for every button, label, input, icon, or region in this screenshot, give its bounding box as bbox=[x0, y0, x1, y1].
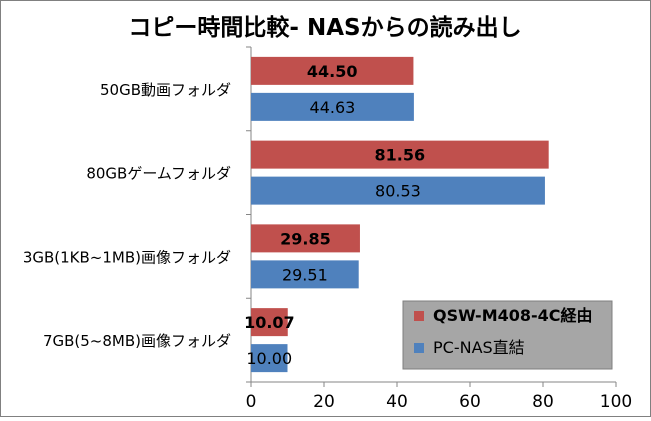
data-label: 80.53 bbox=[375, 182, 421, 201]
bar-qsw bbox=[251, 140, 549, 169]
bar-qsw bbox=[251, 56, 414, 85]
legend-label: QSW-M408-4C経由 bbox=[433, 306, 593, 325]
data-label: 44.50 bbox=[307, 62, 358, 81]
data-label: 29.51 bbox=[282, 265, 328, 284]
bar-qsw bbox=[251, 308, 288, 337]
x-tick-label: 100 bbox=[600, 392, 632, 412]
category-label: 80GBゲームフォルダ bbox=[86, 165, 231, 183]
legend-label: PC-NAS直結 bbox=[433, 338, 525, 357]
legend-swatch bbox=[414, 343, 424, 353]
x-tick-label: 40 bbox=[386, 392, 408, 412]
data-label: 29.85 bbox=[280, 229, 331, 248]
legend-box bbox=[402, 300, 613, 370]
bar-qsw bbox=[251, 224, 360, 253]
data-label: 10.07 bbox=[244, 313, 295, 332]
category-label: 7GB(5~8MB)画像フォルダ bbox=[43, 332, 231, 350]
x-tick-label: 0 bbox=[246, 392, 257, 412]
legend: QSW-M408-4C経由 PC-NAS直結 bbox=[402, 300, 613, 370]
x-tick-label: 60 bbox=[459, 392, 481, 412]
bar-pc-nas bbox=[251, 176, 545, 205]
data-label: 81.56 bbox=[375, 146, 426, 165]
chart-title: コピー時間比較- NASからの読み出し bbox=[128, 14, 521, 41]
data-label: 10.00 bbox=[246, 349, 292, 368]
bar-pc-nas bbox=[251, 344, 288, 373]
category-label: 3GB(1KB~1MB)画像フォルダ bbox=[23, 248, 231, 266]
category-label: 50GB動画フォルダ bbox=[100, 81, 231, 99]
x-tick-label: 80 bbox=[532, 392, 554, 412]
plot-area: 0 20 40 60 80 100 50GB動画フォルダ 44.50 44.63 80GBゲームフ… bbox=[23, 46, 632, 412]
data-label: 44.63 bbox=[310, 98, 356, 117]
x-tick-label: 20 bbox=[313, 392, 335, 412]
bar-pc-nas bbox=[251, 260, 359, 289]
legend-swatch bbox=[414, 311, 424, 321]
bar-pc-nas bbox=[251, 92, 414, 121]
